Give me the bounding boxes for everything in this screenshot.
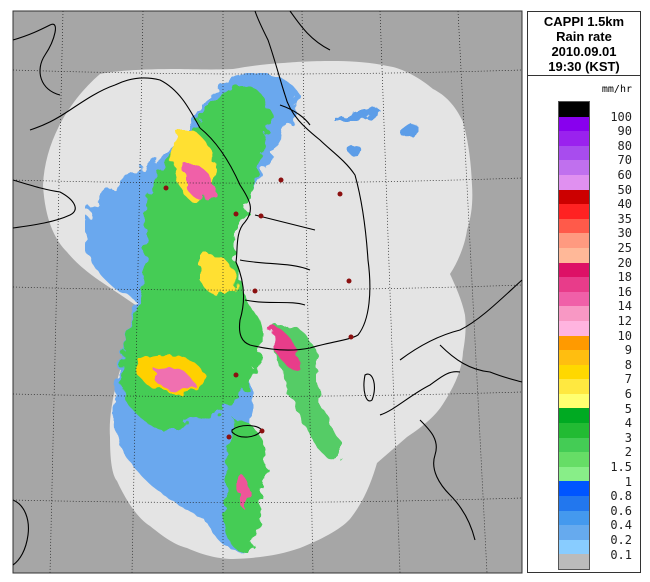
product-title: CAPPI 1.5km Rain rate 2010.09.01 19:30 (… xyxy=(528,12,640,76)
color-scale-label: 35 xyxy=(617,211,632,226)
color-scale-segment xyxy=(559,131,589,146)
color-scale-segment xyxy=(559,233,589,248)
color-scale-label: 7 xyxy=(624,372,632,387)
color-scale-label: 0.2 xyxy=(610,533,632,547)
color-scale-label: 6 xyxy=(624,387,632,401)
color-scale-label: 0.6 xyxy=(610,503,632,518)
echo-pink xyxy=(185,164,214,201)
color-scale-segment xyxy=(559,277,589,292)
color-scale-segment xyxy=(559,525,589,540)
color-scale-label: 100 xyxy=(610,109,632,124)
color-scale-segment xyxy=(559,408,589,424)
color-scale-label: 18 xyxy=(617,270,632,285)
rain-echoes xyxy=(85,73,419,556)
color-scale-label: 4 xyxy=(624,416,632,431)
radar-site-marker xyxy=(233,211,239,217)
color-scale-label: 25 xyxy=(617,241,632,255)
title-time: 19:30 (KST) xyxy=(548,59,620,74)
radar-site-marker xyxy=(163,185,169,191)
color-scale-label: 1.5 xyxy=(610,460,632,474)
color-scale-segment xyxy=(559,335,589,351)
color-scale-label: 30 xyxy=(617,226,632,241)
color-scale-segment xyxy=(559,218,589,234)
color-scale-segment xyxy=(559,320,589,336)
color-scale-segment xyxy=(559,364,589,380)
color-scale-label: 60 xyxy=(617,168,632,182)
color-scale-segment xyxy=(559,306,589,321)
legend-unit: mm/hr xyxy=(601,84,632,95)
color-scale-label: 2 xyxy=(624,445,632,460)
coastlines xyxy=(12,10,523,566)
color-scale-label: 50 xyxy=(617,182,632,197)
color-scale-segment xyxy=(559,102,589,117)
title-variable: Rain rate xyxy=(556,29,612,44)
color-scale-label: 12 xyxy=(617,314,632,328)
color-scale-label: 3 xyxy=(624,430,632,445)
color-scale-segment xyxy=(559,539,589,555)
color-scale-label: 0.8 xyxy=(610,489,632,504)
color-scale-segment xyxy=(559,437,589,453)
color-scale-segment xyxy=(559,262,589,278)
color-scale-segment xyxy=(559,554,589,569)
color-scale-label: 70 xyxy=(617,153,632,168)
echo-blue-east xyxy=(335,108,419,157)
color-scale-label: 10 xyxy=(617,328,632,343)
radar-site-marker xyxy=(259,428,265,434)
radar-site-marker xyxy=(226,434,232,440)
radar-sites xyxy=(163,177,354,440)
color-scale-segment xyxy=(559,452,589,467)
title-product: CAPPI 1.5km xyxy=(543,14,625,29)
color-scale-segment xyxy=(559,160,589,175)
color-scale-segment xyxy=(559,247,589,263)
echo-pink-4 xyxy=(236,474,248,510)
color-scale-label: 0.1 xyxy=(610,547,632,562)
echo-pink-3 xyxy=(155,368,195,390)
color-scale-segment xyxy=(559,423,589,438)
color-scale-label: 8 xyxy=(624,357,632,372)
color-scale-segment xyxy=(559,481,589,497)
radar-site-marker xyxy=(346,278,352,284)
color-scale-label: 9 xyxy=(624,343,632,358)
color-scale-segment xyxy=(559,393,589,409)
color-scale-label: 20 xyxy=(617,255,632,270)
radar-site-marker xyxy=(348,334,354,340)
color-scale-label: 40 xyxy=(617,197,632,212)
color-scale-segment xyxy=(559,379,589,394)
color-scale-segment xyxy=(559,466,589,482)
color-scale-segment xyxy=(559,204,589,219)
color-scale-segment xyxy=(559,291,589,307)
radar-site-marker xyxy=(258,213,264,219)
color-scale-label: 16 xyxy=(617,284,632,299)
echo-green xyxy=(120,85,269,431)
color-scale-segment xyxy=(559,174,589,190)
color-scale-segment xyxy=(559,145,589,161)
radar-site-marker xyxy=(278,177,284,183)
color-scale-segment xyxy=(559,116,589,132)
color-scale-bar xyxy=(558,101,590,570)
color-scale-label: 80 xyxy=(617,138,632,153)
color-scale-segment xyxy=(559,496,589,511)
color-scale-segment xyxy=(559,189,589,205)
radar-site-marker xyxy=(252,288,258,294)
color-scale-label: 14 xyxy=(617,299,632,314)
radar-site-marker xyxy=(337,191,343,197)
color-scale-label: 0.4 xyxy=(610,518,632,533)
legend-panel: CAPPI 1.5km Rain rate 2010.09.01 19:30 (… xyxy=(527,11,641,573)
color-scale-label: 5 xyxy=(624,401,632,416)
radar-map xyxy=(12,10,523,574)
title-date: 2010.09.01 xyxy=(551,44,617,59)
color-scale-label: 90 xyxy=(617,124,632,139)
lat-lon-grid xyxy=(12,10,523,574)
color-scale-segment xyxy=(559,350,589,365)
radar-site-marker xyxy=(233,372,239,378)
color-scale-label: 1 xyxy=(624,474,632,489)
echo-yellow-2 xyxy=(200,254,236,296)
color-scale-segment xyxy=(559,510,589,526)
